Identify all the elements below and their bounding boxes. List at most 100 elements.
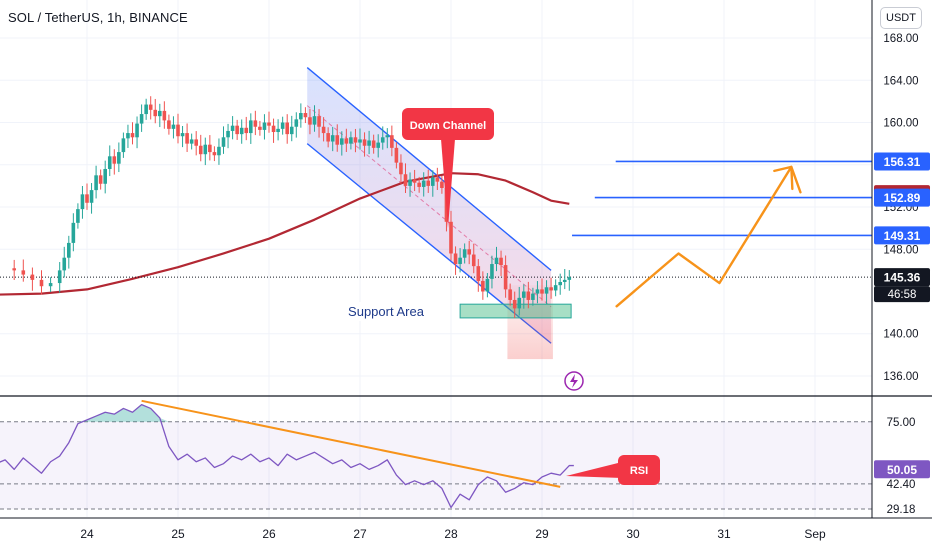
candle[interactable] [467, 240, 471, 265]
candle[interactable] [458, 248, 462, 273]
candle[interactable] [399, 154, 403, 184]
candle[interactable] [330, 126, 335, 152]
candle[interactable] [244, 116, 249, 141]
candle[interactable] [80, 185, 85, 219]
candle[interactable] [476, 259, 481, 292]
candle[interactable] [421, 172, 426, 197]
candle[interactable] [226, 123, 230, 149]
candle[interactable] [235, 119, 239, 140]
candle[interactable] [303, 107, 308, 124]
candle[interactable] [390, 125, 394, 157]
channel-upper-line[interactable] [306, 67, 552, 271]
candle[interactable] [553, 279, 558, 297]
price-label[interactable]: 156.31 [874, 152, 930, 171]
candle[interactable] [526, 281, 531, 309]
candle[interactable] [185, 123, 189, 152]
candle[interactable] [494, 246, 499, 272]
candle[interactable] [203, 137, 208, 166]
candle[interactable] [358, 128, 362, 150]
candle[interactable] [144, 98, 148, 120]
candle[interactable] [308, 108, 312, 135]
candle[interactable] [522, 284, 526, 309]
candle[interactable] [408, 172, 412, 197]
candle[interactable] [503, 255, 508, 298]
candle[interactable] [135, 116, 139, 149]
candle[interactable] [435, 167, 440, 191]
projection-path[interactable] [615, 165, 802, 308]
candle[interactable] [167, 114, 171, 135]
candle[interactable] [280, 116, 285, 135]
lightning-icon[interactable] [564, 371, 584, 391]
candle[interactable] [562, 269, 567, 290]
candle[interactable] [276, 119, 280, 141]
candle[interactable] [89, 183, 94, 214]
candle[interactable] [103, 160, 107, 194]
candle[interactable] [39, 270, 44, 295]
candle[interactable] [212, 146, 217, 162]
candle[interactable] [30, 267, 35, 291]
candle[interactable] [362, 132, 367, 157]
candle[interactable] [353, 128, 358, 153]
candle[interactable] [317, 109, 321, 138]
candle[interactable] [112, 149, 117, 175]
candle[interactable] [412, 169, 417, 192]
rsi-callout[interactable] [618, 455, 660, 485]
candle[interactable] [21, 259, 26, 282]
currency-button[interactable]: USDT [880, 7, 922, 29]
candle[interactable] [271, 118, 276, 143]
candle[interactable] [558, 273, 562, 295]
candle[interactable] [130, 122, 135, 145]
candle[interactable] [221, 126, 226, 154]
candle[interactable] [349, 131, 353, 150]
candle[interactable] [180, 125, 185, 148]
candle[interactable] [517, 286, 522, 316]
candle[interactable] [176, 113, 180, 144]
price-label[interactable]: 149.31 [874, 226, 930, 245]
candle[interactable] [540, 278, 544, 301]
candle[interactable] [289, 115, 294, 142]
candle[interactable] [57, 262, 62, 293]
candle[interactable] [376, 134, 380, 158]
candle[interactable] [249, 113, 253, 144]
candle[interactable] [48, 277, 53, 293]
candle[interactable] [535, 281, 540, 304]
candle[interactable] [12, 259, 16, 280]
price-label[interactable]: 145.36 [874, 268, 930, 287]
candle[interactable] [285, 114, 289, 144]
candle[interactable] [490, 255, 494, 289]
candle[interactable] [107, 145, 112, 177]
candle[interactable] [321, 117, 326, 142]
candle[interactable] [403, 163, 408, 193]
candle[interactable] [371, 134, 376, 154]
down-channel-callout[interactable] [402, 108, 494, 140]
candle[interactable] [126, 124, 130, 148]
candle[interactable] [98, 169, 103, 190]
candle[interactable] [62, 246, 67, 278]
moving-average-line[interactable] [0, 172, 570, 296]
candle[interactable] [117, 142, 121, 173]
rsi-line[interactable] [0, 403, 574, 509]
candle[interactable] [262, 114, 267, 140]
candle[interactable] [335, 124, 340, 152]
candle[interactable] [481, 271, 485, 300]
candle[interactable] [544, 280, 549, 305]
candle[interactable] [198, 134, 203, 162]
candle[interactable] [217, 138, 221, 165]
candle[interactable] [499, 250, 503, 276]
candle[interactable] [326, 127, 330, 148]
candle[interactable] [367, 130, 371, 155]
price-label[interactable]: 152.89 [874, 188, 930, 207]
candle[interactable] [194, 131, 198, 156]
candle[interactable] [67, 235, 71, 269]
candle[interactable] [294, 112, 299, 138]
candle[interactable] [253, 110, 258, 136]
rsi-trendline[interactable] [141, 399, 561, 488]
candle[interactable] [462, 243, 467, 264]
candle[interactable] [512, 291, 517, 319]
candle[interactable] [94, 165, 98, 199]
candle[interactable] [344, 128, 349, 152]
candle[interactable] [385, 128, 390, 149]
candle[interactable] [121, 132, 126, 158]
candle[interactable] [153, 98, 158, 124]
